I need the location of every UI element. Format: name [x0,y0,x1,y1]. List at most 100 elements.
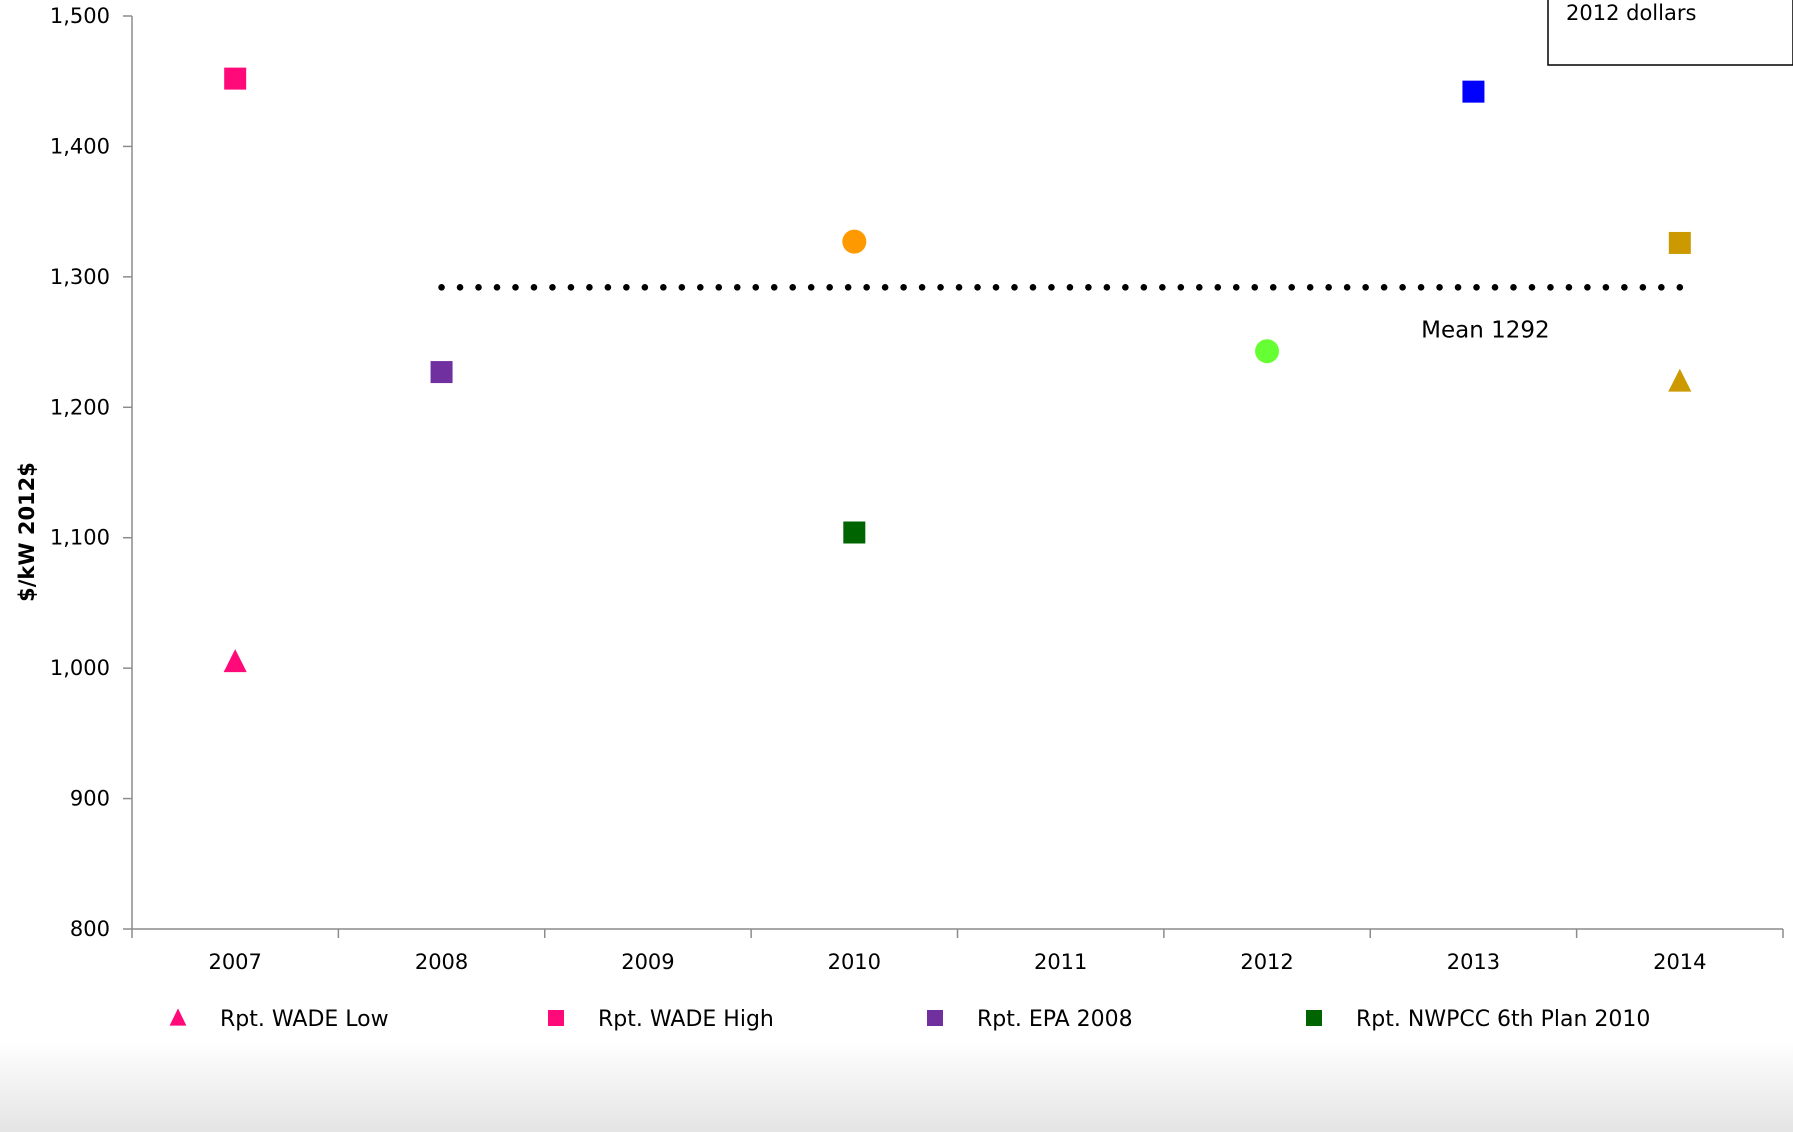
mean-line-dot [770,283,778,291]
mean-line-dot [1343,283,1351,291]
y-tick-label: 1,100 [50,526,110,550]
bottom-shading [0,1040,1793,1132]
note-box-frame [1547,0,1793,66]
data-point [1462,80,1485,103]
legend-swatch [1306,1010,1322,1026]
legend-item: Rpt. WADE High [548,1007,774,1032]
legend-swatch [548,1010,564,1026]
note-box: 2012 dollars [1547,0,1793,66]
mean-line-dot [1085,283,1092,291]
mean-line-dot [863,283,870,291]
x-tick-label: 2010 [828,950,881,974]
mean-line-dot [1362,283,1369,291]
mean-line-dot [752,283,760,291]
x-tick-label: 2013 [1447,950,1500,974]
mean-line-dot [1639,283,1647,291]
mean-line-dot [549,283,556,291]
mean-line-dot [1195,283,1203,291]
mean-line-dot [623,283,630,291]
mean-line-dot [1029,283,1037,291]
mean-line-dot [1528,283,1536,291]
note-text: 2012 dollars [1566,1,1696,25]
mean-line-dot [1122,283,1129,291]
mean-line-dot [1251,283,1259,291]
mean-line-dot [1547,283,1554,291]
mean-line-dot [918,283,926,291]
mean-line-dot [974,283,981,291]
mean-line-dot [660,283,667,291]
mean-line-dot [530,283,538,291]
data-point [224,67,247,90]
x-axis-ticks: 2007 2008 2009 2010 2011 2012 2013 2014 [131,929,1784,974]
x-tick-label: 2008 [415,950,468,974]
y-tick-label: 1,000 [50,656,110,680]
mean-line-dot [1621,283,1628,291]
mean-line-dot [567,283,575,291]
legend-label: Rpt. EPA 2008 [977,1007,1133,1032]
mean-line-dot [1473,283,1480,291]
mean-line-dot [1417,283,1425,291]
data-point [223,649,247,673]
data-points [223,67,1692,673]
mean-line-dot [1380,283,1388,291]
mean-line-dot [1584,283,1591,291]
mean-line-dot [715,283,723,291]
mean-line-dot [955,283,963,291]
y-tick-label: 1,300 [50,265,110,289]
y-tick-label: 1,200 [50,395,110,419]
mean-line-dot [1159,283,1166,291]
y-tick-label: 1,500 [50,4,110,28]
mean-line-dot [456,283,464,291]
mean-line-dot [1491,283,1499,291]
mean-line-dot [881,283,889,291]
mean-line-dot [1232,283,1240,291]
mean-line-dot [826,283,833,291]
legend-item: Rpt. EPA 2008 [927,1007,1133,1032]
legend-item: Rpt. WADE Low [169,1007,389,1032]
x-tick-label: 2012 [1240,950,1293,974]
mean-line-dot [1306,283,1314,291]
mean-line-dot [697,283,704,291]
mean-line-dot [900,283,907,291]
mean-line-dot [1399,283,1406,291]
mean-line-dot [1214,283,1222,291]
mean-line-dot [1066,283,1074,291]
legend-swatch [169,1008,187,1026]
mean-line-dot [1269,283,1277,291]
mean-line-dot [1288,283,1296,291]
mean-line-dot [512,283,519,291]
y-tick-label: 1,400 [50,134,110,158]
mean-line-dot [438,283,445,291]
y-tick-label: 900 [70,787,110,811]
mean-line-dot [475,283,482,291]
annotations: Mean 1292 [1421,317,1550,343]
mean-line-dot [641,283,649,291]
data-point [843,521,866,544]
data-point [1668,368,1692,392]
mean-line-dot [807,283,815,291]
mean-line-dot [493,283,501,291]
mean-line-dot [1325,283,1332,291]
data-point [1255,339,1280,364]
mean-line-dot [1676,283,1684,291]
mean-line-dot [678,283,686,291]
axes [131,16,1783,930]
mean-line-dot [844,283,852,291]
y-axis-title: $/kW 2012$ [15,462,39,602]
data-point [842,229,867,254]
mean-line-dot [1454,283,1462,291]
data-point [430,361,453,384]
mean-line-dot [1602,283,1610,291]
legend-item: Rpt. NWPCC 6th Plan 2010 [1306,1007,1650,1032]
x-tick-label: 2011 [1034,950,1087,974]
mean-annotation: Mean 1292 [1421,317,1550,343]
y-axis-ticks: 800 900 1,000 1,100 1,200 1,300 1,400 1,500 [50,4,132,941]
mean-line-dot [1510,283,1517,291]
mean-line-dot [586,283,593,291]
x-tick-label: 2014 [1653,950,1706,974]
mean-line-dot [1140,283,1148,291]
legend-label: Rpt. WADE Low [220,1007,389,1032]
mean-line-dot [1177,283,1185,291]
mean-line-dot [789,283,797,291]
